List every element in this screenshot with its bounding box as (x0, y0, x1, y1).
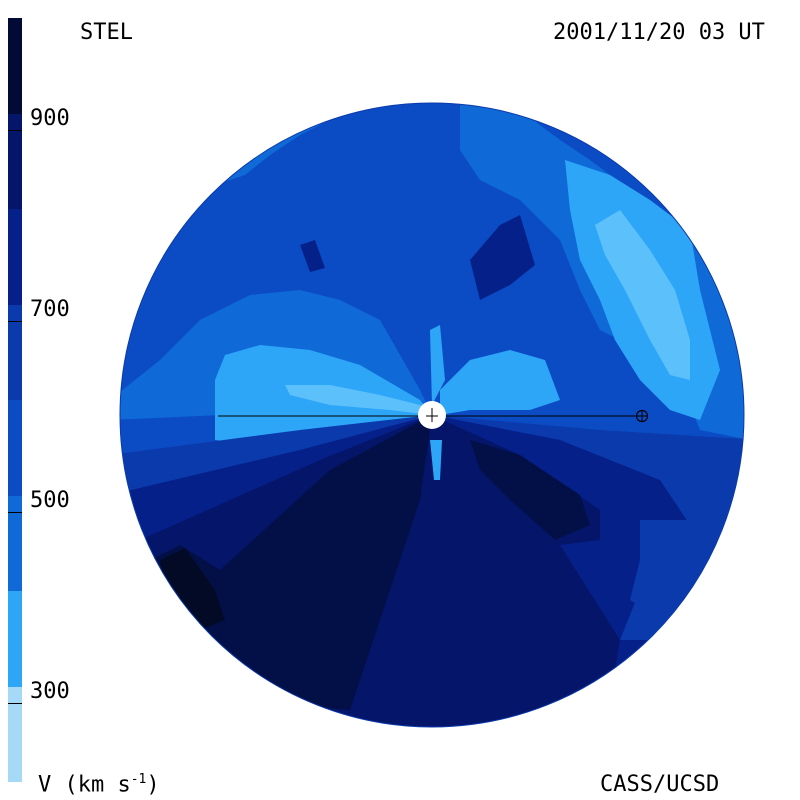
credit-label: CASS/UCSD (600, 772, 720, 797)
unit-exponent: -1 (130, 772, 147, 787)
datetime-label: 2001/11/20 03 UT (553, 20, 765, 45)
colorbar-tick (8, 129, 22, 131)
colorbar-segment (8, 18, 22, 114)
contour-core-darkest (160, 548, 225, 630)
contour-left-lightest (285, 385, 432, 415)
colorbar-segment (8, 400, 22, 496)
colorbar-tick-label: 700 (30, 296, 70, 322)
colorbar-unit-label: V (km s-1) (38, 772, 160, 797)
colorbar-tick-label: 500 (30, 487, 70, 513)
unit-close: ) (146, 772, 160, 798)
colorbar-tick-label: 300 (30, 678, 70, 704)
sun-icon (418, 401, 446, 429)
contour-right-lightest (595, 210, 690, 380)
earth-icon (635, 409, 649, 423)
colorbar-tick (8, 511, 22, 513)
contour-center-ray (430, 325, 445, 405)
colorbar-tick (8, 320, 22, 322)
contour-center-right (440, 350, 560, 415)
colorbar-segment (8, 304, 22, 400)
colorbar-segment (8, 113, 22, 209)
disc-outline (119, 102, 745, 728)
contour-dark-patch (470, 215, 535, 300)
colorbar-tick-label: 900 (30, 105, 70, 131)
colorbar-segment (8, 686, 22, 782)
unit-main: V (km s (38, 772, 131, 798)
contour-dark-speck (300, 240, 325, 272)
colorbar-tick (8, 702, 22, 704)
colorbar-segment (8, 495, 22, 591)
colorbar-segment (8, 209, 22, 305)
contour-right-patch (630, 520, 740, 620)
contour-center-dark (470, 440, 590, 540)
colorbar-segment (8, 591, 22, 687)
source-label: STEL (80, 20, 133, 45)
contour-lower-ray (430, 440, 442, 480)
